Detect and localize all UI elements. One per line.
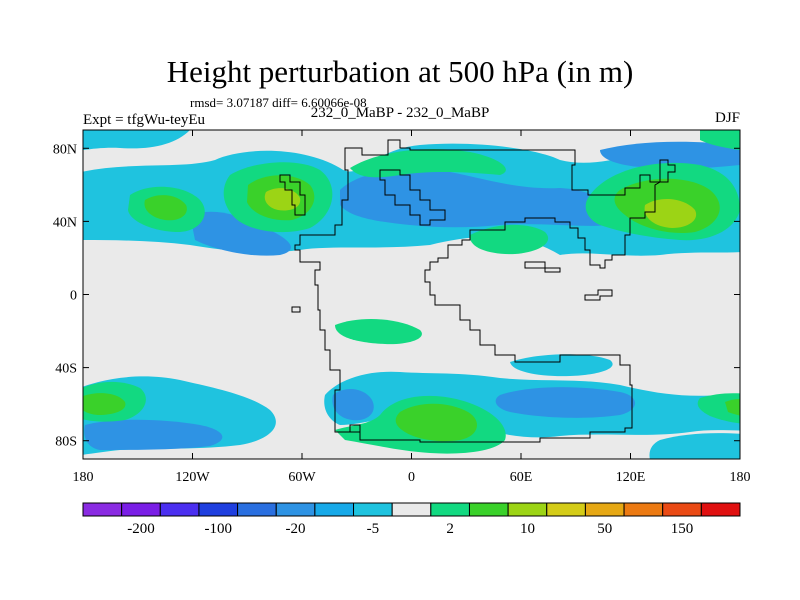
pos-peak-na-high [264,188,301,211]
colorbar-label: 50 [597,521,612,537]
lon-tick-label: 180 [73,470,94,485]
colorbar-box [275,502,316,517]
coastline-pangaea [294,139,676,443]
rmsd-label: rmsd= [190,95,224,110]
colorbar-box [468,502,509,517]
colorbar-box [623,502,664,517]
neg-core-south-west [84,419,223,450]
colorbar-box [700,502,741,517]
coastline-inner-5 [349,424,361,433]
coastlines [279,139,676,443]
coastline-inner-3 [524,261,561,273]
colorbar-label: -100 [205,521,233,537]
lat-tick-label: 40S [55,362,77,377]
colorbar-box [662,502,702,517]
rmsd-value: 3.07187 [226,95,269,110]
lon-tick-label: 0 [408,470,415,485]
lat-tick-labels: 80N 40N 0 40S 80S [53,142,77,449]
lat-tick-label: 80N [53,142,77,157]
colorbar-label: -5 [367,521,380,537]
colorbar-box [430,502,470,517]
colorbar-box [353,502,393,517]
pos-core-northwest [144,195,187,221]
colorbar-label: -200 [127,521,155,537]
colorbar-labels: -200 -100 -20 -5 2 10 50 150 [127,521,693,537]
colorbar-box [159,502,200,517]
comparison-label: 232_0_MaBP - 232_0_MaBP [310,105,490,121]
experiment-label: Expt = tfgWu-teyEu [83,112,205,128]
diff-label: diff= [272,95,298,110]
colorbar-box [391,502,432,517]
coastline-inner-1 [379,169,446,226]
colorbar-box [82,502,123,517]
colorbar-label: 10 [520,521,535,537]
neg-core-na [190,211,291,256]
colorbar-box [507,502,548,517]
lon-tick-labels: 180 120W 60W 0 60E 120E 180 [73,470,751,485]
neg-core-eurasia [340,169,613,228]
stats-line: rmsd= 3.07187 diff= 6.60066e-08 [190,96,367,109]
pos-core-south-west [83,393,126,415]
lon-tick-label: 120W [175,470,210,485]
lon-tick-label: 180 [730,470,751,485]
colorbar-box [546,502,586,517]
neg-core-south-mid [495,387,635,418]
pos-zone-midasia [469,224,549,255]
colorbar-boxes [82,502,741,517]
neg-core-pacific [600,141,740,169]
axis-ticks [82,130,741,459]
neg-band-north-west [83,130,190,151]
colorbar-label: -20 [286,521,306,537]
lon-tick-label: 60E [510,470,533,485]
pos-zone-farnorth [700,130,740,150]
lat-tick-label: 80S [55,435,77,450]
pos-core-south-atlantic [395,403,478,442]
lat-tick-label: 40N [53,215,77,230]
pos-zone-tropics [335,318,422,345]
neg-core-south-atlantic [332,388,374,421]
pos-peak-siberia [644,198,697,228]
coastline-inner-2 [279,174,306,216]
plot-title: Height perturbation at 500 hPa (in m) [166,54,634,89]
colorbar-label: 150 [671,521,694,537]
lon-tick-label: 60W [288,470,316,485]
neg-zone-subtropics [510,354,613,377]
diff-value: 6.60066e-08 [301,95,367,110]
pos-core-south-east [725,399,740,416]
colorbar-box [198,502,239,517]
coastline-inner-4 [584,289,613,301]
coastline-island [291,306,301,313]
colorbar-label: 2 [446,521,454,537]
colorbar-box [121,502,161,517]
contour-fields [83,130,740,459]
colorbar-box [237,502,277,517]
colorbar-box [584,502,625,517]
season-label: DJF [714,110,740,126]
colorbar-box [314,502,355,517]
lon-tick-label: 120E [616,470,646,485]
lat-tick-label: 0 [70,289,77,304]
neg-zone-south-east [649,433,740,459]
